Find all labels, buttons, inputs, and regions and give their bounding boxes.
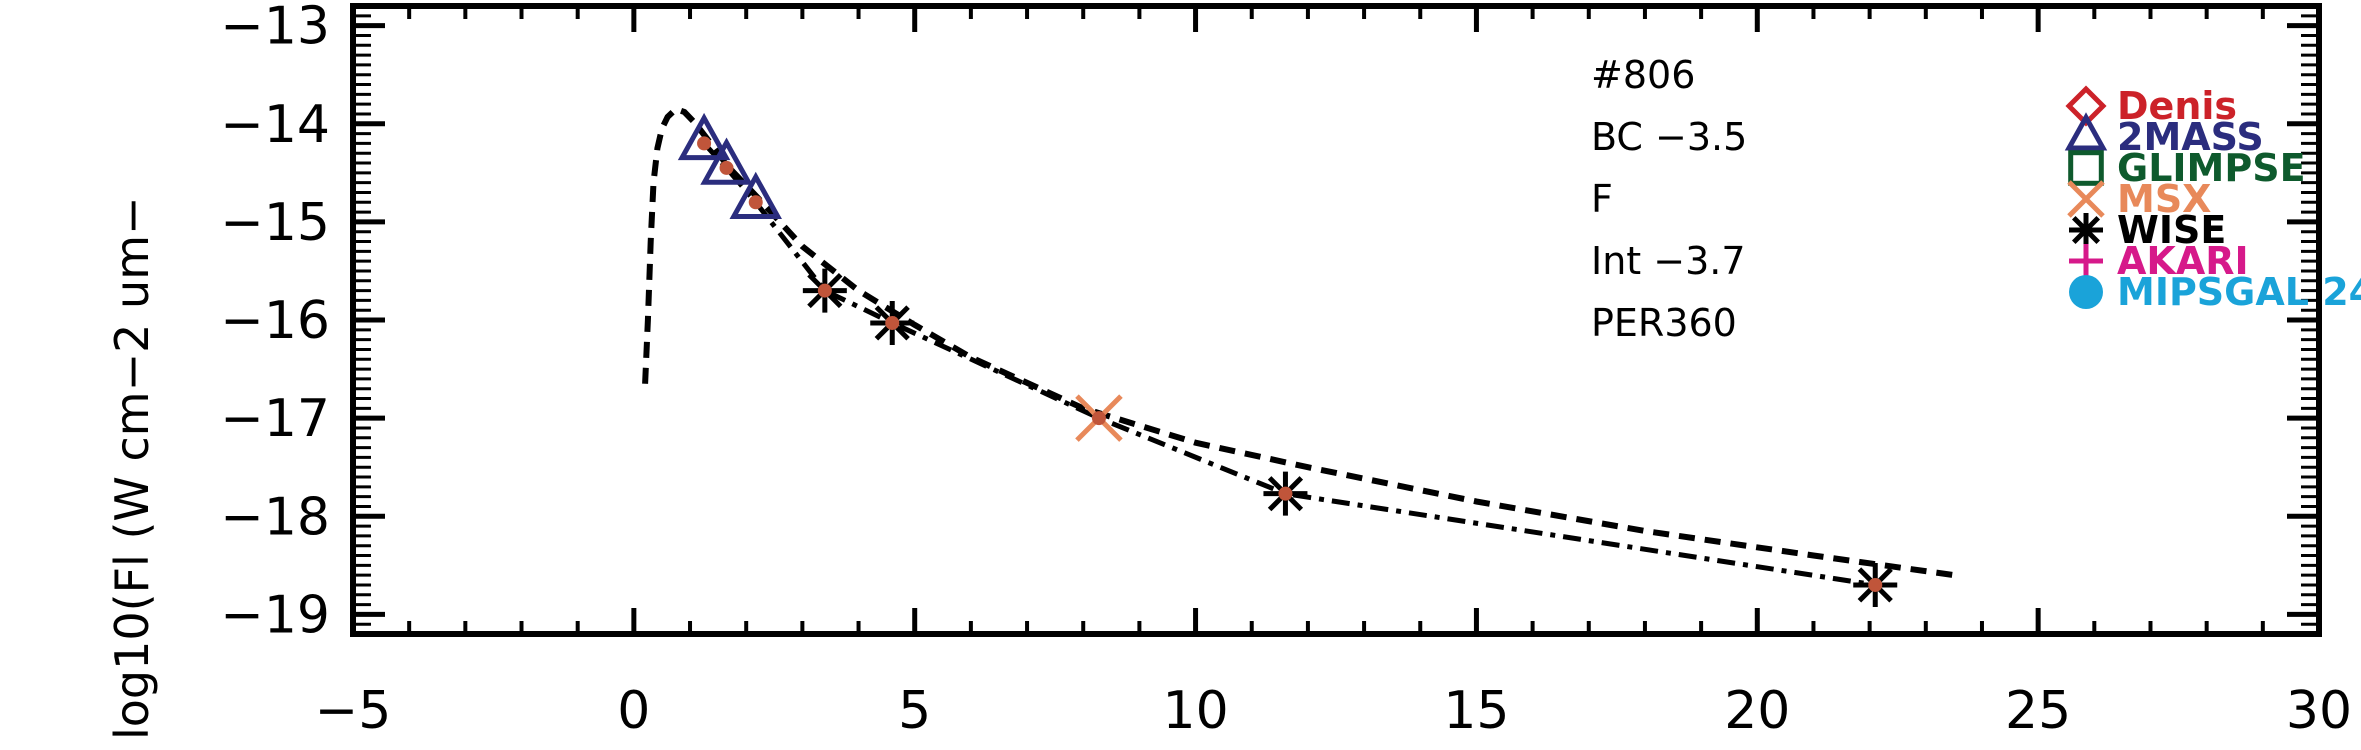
data-point-dot [748,195,763,210]
legend-marker-square [2068,150,2104,186]
data-point-dot [1091,411,1106,426]
legend-label: AKARI [2117,239,2249,283]
y-tick-label: −17 [220,389,330,449]
data-point-dot [1868,577,1883,592]
model-dashed-line [642,105,1955,579]
y-ticks: −13 −14 −15 −16 −17 −18 −19 [220,0,2319,645]
y-tick-label: −14 [220,95,330,155]
annotation-id: #806 [1591,53,1695,97]
annotation-per: PER360 [1591,301,1737,345]
y-tick-label: −13 [220,0,330,57]
data-point-dot [885,315,900,330]
legend-marker-plus [2069,244,2103,278]
legend-marker-triangle [2064,112,2108,151]
data-point-dot [719,160,734,175]
annotation-bc: BC −3.5 [1591,115,1747,159]
x-tick-label: 10 [1162,681,1228,741]
x-ticks: −5 0 5 10 15 20 25 30 [315,6,2352,741]
annotation-int: Int −3.7 [1591,239,1746,283]
y-tick-label: −16 [220,291,330,351]
legend-label: 2MASS [2117,115,2264,159]
x-tick-label: 20 [1724,681,1790,741]
legend-label: MSX [2117,177,2211,221]
x-tick-label: 0 [617,681,650,741]
x-tick-label: 15 [1443,681,1509,741]
data-point-dot [1278,486,1293,501]
data-point-dot [817,283,832,298]
data-points [677,112,1898,607]
legend-label: Denis [2117,84,2237,128]
data-point-triangle [729,171,782,220]
data-point-triangle [700,137,753,185]
legend-marker-x [2067,180,2105,218]
legend-marker-asterisk [2069,213,2103,247]
legend-label: WISE [2117,208,2226,252]
y-tick-label: −15 [220,193,330,253]
legend-label: MIPSGAL 24 [2117,270,2361,314]
y-tick-label: −18 [220,487,330,547]
legend-marker-diamond [2065,85,2107,127]
legend-label: GLIMPSE [2117,146,2306,190]
x-tick-label: 25 [2005,681,2071,741]
data-point-triangle [677,112,731,161]
x-tick-label: 30 [2286,681,2352,741]
model-curves [642,105,1955,588]
legend-marker-circle [2069,275,2103,309]
data-point-dot [697,136,712,151]
annotation-block: #806 BC −3.5 F Int −3.7 PER360 [1591,53,1747,345]
model-dashdot-line [702,141,1876,588]
y-axis-label: log10(Fl (W cm−2 um− [105,196,159,740]
x-tick-label: 5 [898,681,931,741]
annotation-f: F [1591,177,1613,221]
x-stroke [2067,180,2105,218]
y-tick-label: −19 [220,585,330,645]
plot-frame [350,3,2322,637]
x-tick-label: −5 [315,681,392,741]
